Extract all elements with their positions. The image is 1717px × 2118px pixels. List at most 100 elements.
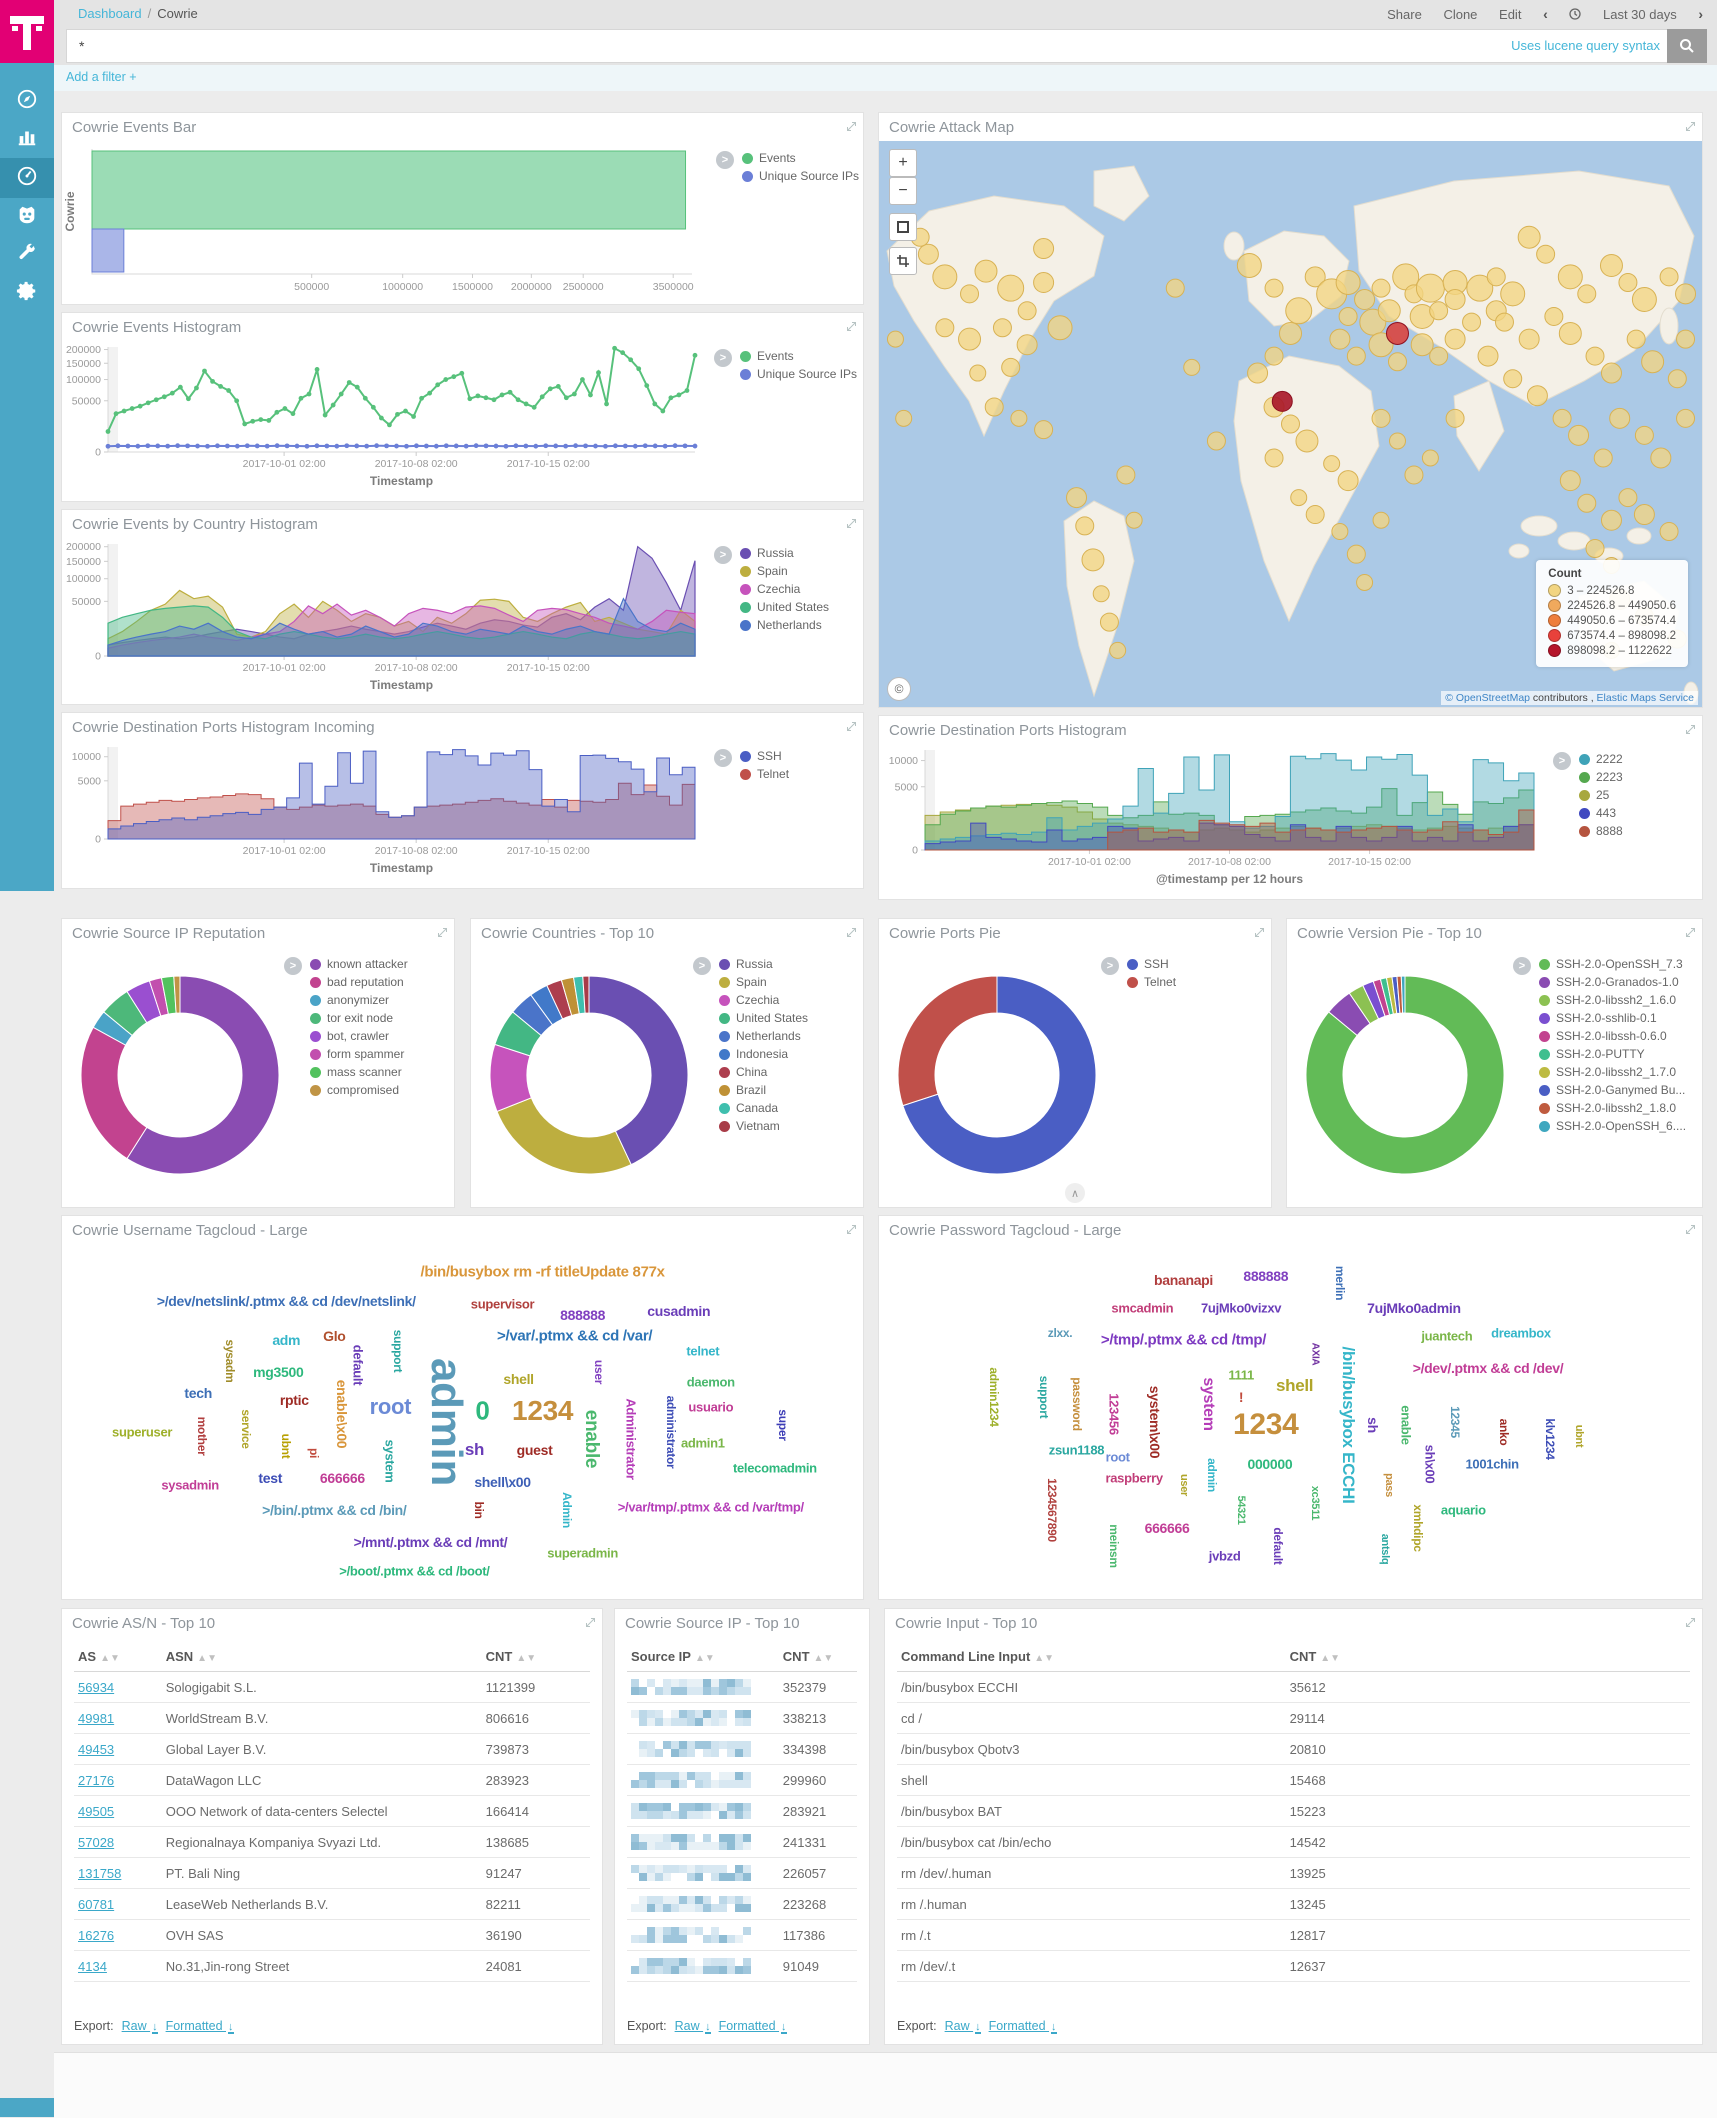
export-raw-link[interactable]: Raw ↓ xyxy=(944,2019,981,2034)
tagcloud-word[interactable]: bin xyxy=(471,1501,486,1519)
tagcloud-word[interactable]: jvbzd xyxy=(1208,1548,1241,1564)
as-link[interactable]: 49981 xyxy=(78,1710,115,1726)
tagcloud-word[interactable]: 1234 xyxy=(512,1394,574,1426)
data-point[interactable] xyxy=(622,443,628,449)
tagcloud-word[interactable]: pi xyxy=(307,1448,322,1459)
data-point[interactable] xyxy=(553,443,559,449)
unique-ips-bar[interactable] xyxy=(91,228,125,273)
data-point[interactable] xyxy=(563,395,569,401)
pie-slice-Telnet[interactable] xyxy=(897,975,998,1107)
tagcloud-word[interactable]: shell xyxy=(503,1370,534,1387)
resize-icon[interactable] xyxy=(1254,925,1265,943)
data-point[interactable] xyxy=(419,395,425,401)
sidebar-item-management[interactable] xyxy=(0,273,54,313)
data-point[interactable] xyxy=(215,443,220,449)
tagcloud-word[interactable]: 1111 xyxy=(1228,1367,1254,1383)
tagcloud-word[interactable]: system\x00 xyxy=(1146,1385,1163,1458)
tagcloud-word[interactable]: sysadm xyxy=(223,1339,238,1383)
tagcloud-word[interactable]: superuser xyxy=(112,1424,173,1440)
tagcloud-word[interactable]: /bin/busybox ECCHI xyxy=(1339,1346,1359,1504)
panel-title[interactable]: Cowrie Version Pie - Top 10 xyxy=(1297,925,1482,942)
data-point[interactable] xyxy=(244,443,250,449)
share-button[interactable]: Share xyxy=(1387,7,1422,22)
legend-item[interactable]: SSH-2.0-PUTTY xyxy=(1539,1047,1686,1061)
legend-collapse-icon[interactable]: > xyxy=(1101,957,1119,975)
tagcloud-word[interactable]: AXIA xyxy=(1309,1342,1321,1366)
data-point[interactable] xyxy=(394,443,399,449)
panel-title[interactable]: Cowrie Events Histogram xyxy=(72,319,242,336)
tagcloud-word[interactable]: test xyxy=(258,1470,283,1487)
tagcloud-word[interactable]: default xyxy=(1271,1527,1286,1565)
data-point[interactable] xyxy=(523,401,529,407)
data-point[interactable] xyxy=(672,443,678,449)
data-point[interactable] xyxy=(403,408,408,414)
data-point[interactable] xyxy=(370,404,376,410)
panel-title[interactable]: Cowrie Username Tagcloud - Large xyxy=(72,1222,308,1239)
data-point[interactable] xyxy=(433,443,439,449)
legend-item[interactable]: 8888 xyxy=(1579,824,1623,838)
legend-item[interactable]: 25 xyxy=(1579,788,1623,802)
legend-item[interactable]: Indonesia xyxy=(719,1047,808,1061)
sort-icon[interactable]: ▲▼ xyxy=(197,1652,217,1664)
tagcloud-word[interactable]: antslq xyxy=(1379,1534,1392,1565)
data-point[interactable] xyxy=(105,443,111,449)
data-point[interactable] xyxy=(306,391,312,397)
tagcloud-word[interactable]: supervisor xyxy=(470,1296,535,1312)
panel-title[interactable]: Cowrie Countries - Top 10 xyxy=(481,925,655,942)
legend-item[interactable]: Russia xyxy=(719,957,808,971)
data-point[interactable] xyxy=(384,443,389,449)
data-point[interactable] xyxy=(463,443,469,449)
resize-icon[interactable] xyxy=(437,925,448,943)
data-point[interactable] xyxy=(234,443,240,449)
time-back-button[interactable]: ‹ xyxy=(1543,6,1548,22)
attack-map[interactable]: + − Count 3 – 224526.8 224526.8 – 449050.6 44… xyxy=(879,141,1702,707)
export-formatted-link[interactable]: Formatted ↓ xyxy=(165,2019,234,2034)
data-point[interactable] xyxy=(493,443,499,449)
tagcloud-word[interactable]: enable xyxy=(1398,1405,1414,1445)
tagcloud-word[interactable]: 888888 xyxy=(560,1307,606,1323)
data-point[interactable] xyxy=(258,417,264,422)
data-point[interactable] xyxy=(483,443,489,449)
pie-slice-SSH-2.0-OpenSSH_7.3[interactable] xyxy=(1305,975,1505,1175)
export-raw-link[interactable]: Raw ↓ xyxy=(121,2019,158,2034)
tagcloud-word[interactable]: dreambox xyxy=(1491,1325,1551,1341)
data-point[interactable] xyxy=(266,418,272,423)
data-point[interactable] xyxy=(684,388,690,393)
data-point[interactable] xyxy=(563,443,569,449)
data-point[interactable] xyxy=(274,443,280,449)
data-point[interactable] xyxy=(580,377,585,382)
data-point[interactable] xyxy=(603,443,608,449)
data-point[interactable] xyxy=(612,345,617,351)
data-point[interactable] xyxy=(443,377,449,382)
data-point[interactable] xyxy=(155,443,161,449)
legend-item[interactable]: Czechia xyxy=(740,582,829,596)
resize-icon[interactable] xyxy=(1685,1222,1696,1240)
tagcloud-word[interactable]: 888888 xyxy=(1243,1267,1289,1284)
as-link[interactable]: 57028 xyxy=(78,1834,115,1850)
data-point[interactable] xyxy=(125,443,131,449)
legend-item[interactable]: known attacker xyxy=(310,957,408,971)
data-point[interactable] xyxy=(573,443,579,449)
tagcloud-word[interactable]: telnet xyxy=(686,1343,720,1358)
data-point[interactable] xyxy=(427,390,433,396)
tagcloud-word[interactable]: shell xyxy=(1275,1376,1314,1395)
data-point[interactable] xyxy=(692,443,698,449)
tagcloud-word[interactable]: admin1 xyxy=(680,1435,725,1451)
draw-filter-button[interactable] xyxy=(889,247,917,275)
tagcloud-word[interactable]: super xyxy=(775,1409,790,1441)
resize-icon[interactable] xyxy=(1685,925,1696,943)
data-point[interactable] xyxy=(105,429,111,434)
tagcloud-word[interactable]: 1001chin xyxy=(1465,1456,1520,1472)
legend-item[interactable]: Czechia xyxy=(719,993,808,1007)
data-point[interactable] xyxy=(175,443,181,449)
data-point[interactable] xyxy=(459,370,465,376)
legend-collapse-icon[interactable]: > xyxy=(693,957,711,975)
legend-item[interactable]: Russia xyxy=(740,546,829,560)
data-point[interactable] xyxy=(596,370,601,376)
column-header-source-ip[interactable]: Source IP ▲▼ xyxy=(631,1648,715,1664)
tagcloud-word[interactable]: default xyxy=(350,1344,366,1385)
legend-collapse-icon[interactable]: > xyxy=(1553,752,1571,770)
tagcloud-word[interactable]: /bin/busybox rm -rf titleUpdate 877x xyxy=(420,1263,665,1281)
tagcloud-word[interactable]: adm xyxy=(272,1331,301,1348)
tagcloud-word[interactable]: ubnt xyxy=(1572,1424,1585,1447)
